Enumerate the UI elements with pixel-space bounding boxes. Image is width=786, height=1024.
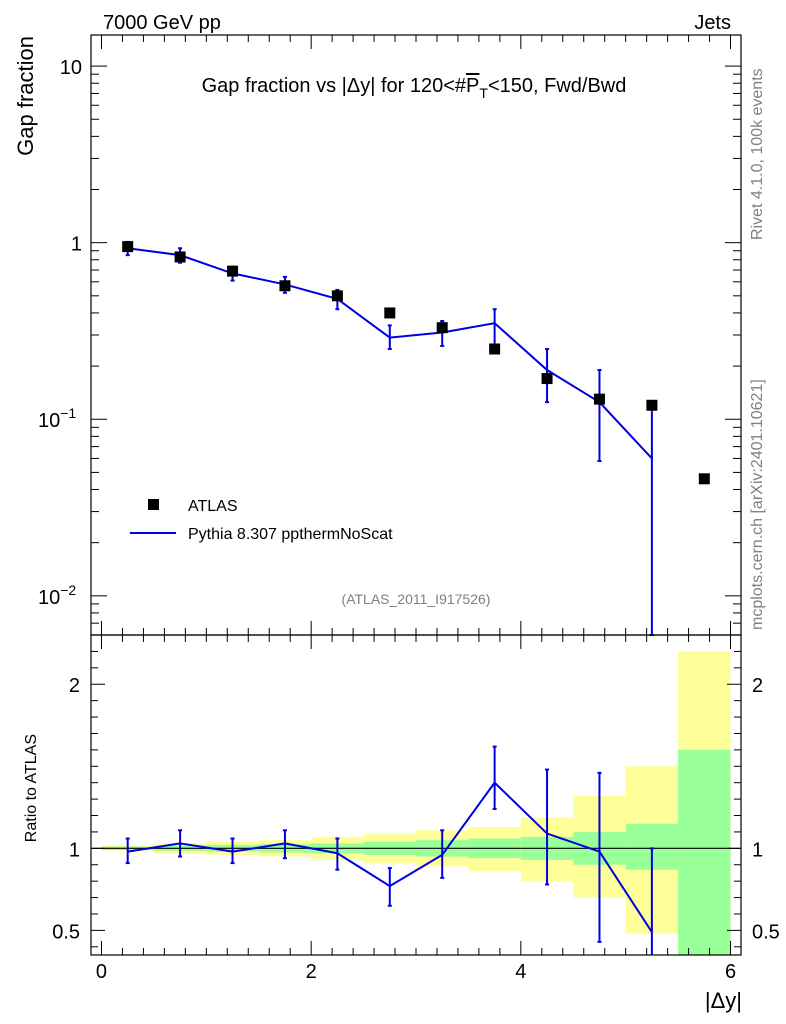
ratio-series-layer <box>125 745 654 955</box>
atlas-point <box>279 280 291 292</box>
ratio-y-tick-label: 0.5 <box>52 921 80 943</box>
title-prefix: Gap fraction vs |Δy| for 120<# <box>202 75 467 97</box>
x-axis-label: |Δy| <box>705 988 742 1013</box>
rivet-version-label: Rivet 4.1.0, 100k events <box>749 68 766 240</box>
atlas-point <box>122 241 134 253</box>
x-tick-label: 4 <box>515 961 526 983</box>
ratio-y-tick-label-right: 2 <box>752 675 763 697</box>
legend-atlas-marker <box>148 499 159 510</box>
ratio-y-tick-label: 2 <box>69 675 80 697</box>
x-tick-label: 0 <box>96 961 107 983</box>
mcplots-label: mcplots.cern.ch [arXiv:2401.10621] <box>749 379 766 630</box>
atlas-point <box>436 322 448 334</box>
main-y-tick-label: 10 <box>60 57 82 79</box>
atlas-point <box>489 343 501 355</box>
main-y-tick-label: 1 <box>71 234 82 256</box>
atlas-point <box>174 251 186 263</box>
pythia-line <box>127 247 653 460</box>
ratio-ylabel: Ratio to ATLAS <box>23 734 40 842</box>
ratio-uncertainty-bands <box>91 651 741 955</box>
atlas-point <box>646 399 658 411</box>
energy-label: 7000 GeV pp <box>103 12 221 34</box>
main-y-tick-label: 10−2 <box>38 582 76 609</box>
atlas-point <box>384 307 396 319</box>
legend: ATLAS Pythia 8.307 ppthermNoScat <box>130 498 393 543</box>
ratio-y-tick-label-right: 1 <box>752 839 763 861</box>
main-ylabel: Gap fraction <box>13 36 38 156</box>
title-pt-sub: T <box>479 85 488 101</box>
ratio-y-tick-label: 1 <box>69 839 80 861</box>
axes-layer: 0 2 4 6 10 1 10−1 10−2 0.5 0.5 1 1 2 2 <box>38 34 780 983</box>
x-tick-label: 2 <box>306 961 317 983</box>
atlas-point <box>331 290 343 302</box>
title-suffix: <150, Fwd/Bwd <box>488 75 626 97</box>
atlas-point <box>698 473 710 485</box>
chart-title: Gap fraction vs |Δy| for 120<#PT<150, Fw… <box>202 75 627 101</box>
main-y-tick-label: 10−1 <box>38 405 76 432</box>
ratio-green-band <box>678 749 731 955</box>
ratio-y-tick-label-right: 0.5 <box>752 921 780 943</box>
atlas-point <box>541 373 553 385</box>
atlas-point <box>593 393 605 405</box>
atlas-point <box>227 265 239 277</box>
analysis-id-label: (ATLAS_2011_I917526) <box>342 591 491 607</box>
main-series-layer <box>122 240 710 636</box>
legend-atlas-label: ATLAS <box>188 498 238 515</box>
title-pt: P <box>466 75 479 97</box>
legend-pythia-label: Pythia 8.307 ppthermNoScat <box>188 526 393 543</box>
category-label: Jets <box>694 12 731 34</box>
x-tick-label: 6 <box>725 961 736 983</box>
